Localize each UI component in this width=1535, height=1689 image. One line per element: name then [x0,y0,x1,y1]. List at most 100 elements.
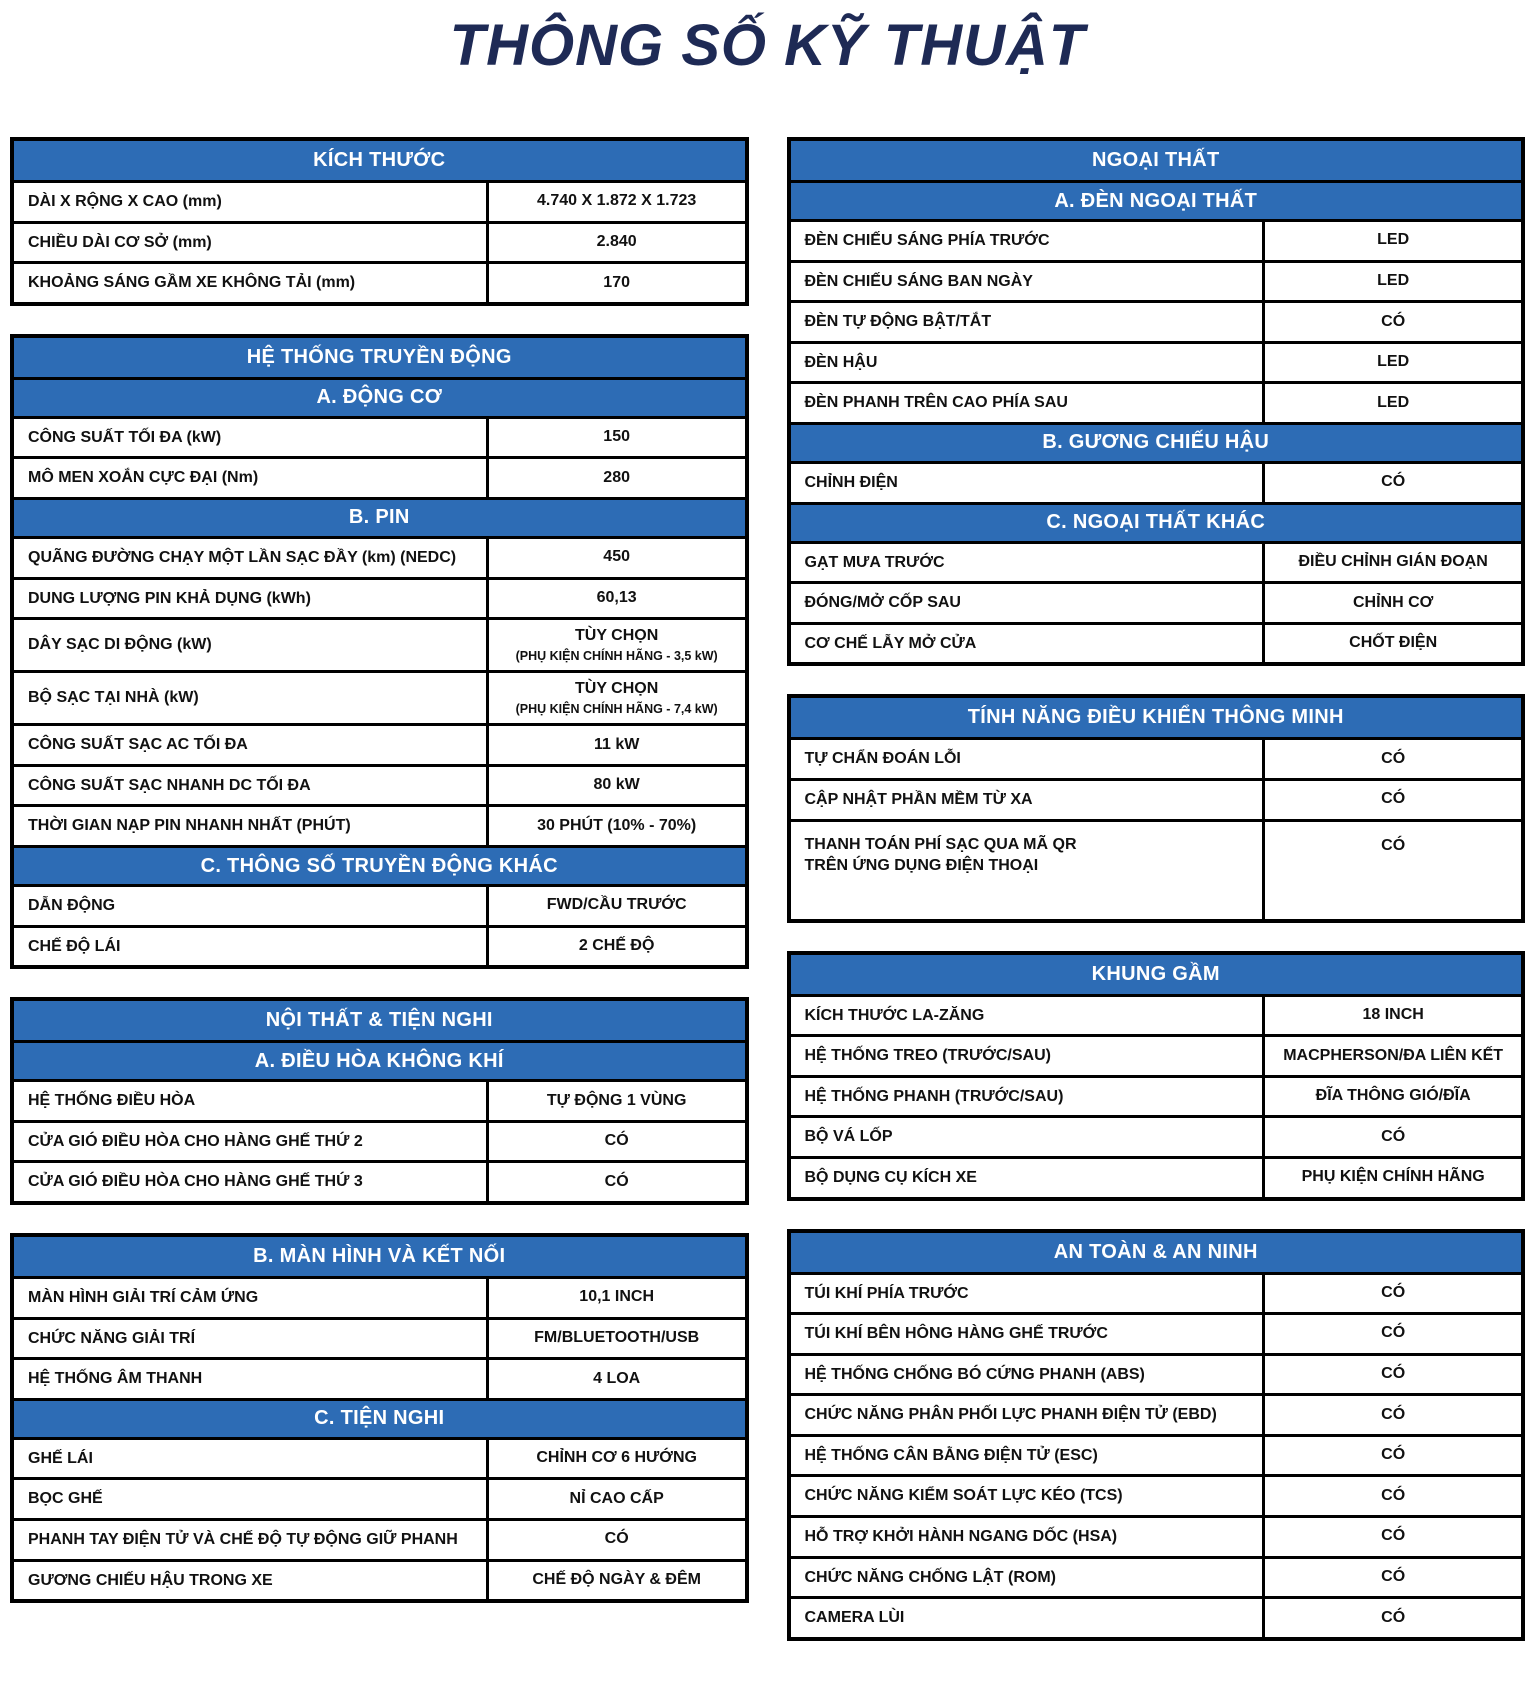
spec-value-text: 10,1 INCH [579,1288,654,1306]
spec-value-text: CÓ [1381,836,1406,854]
right-column: NGOẠI THẤT A. ĐÈN NGOẠI THẤT ĐÈN CHIẾU SÁN… [786,137,1525,1669]
spec-row: CƠ CHẾ LẪY MỞ CỬA CHỐT ĐIỆN [790,621,1521,663]
spec-value: CÓ [489,1123,745,1161]
spec-value-text: 450 [603,548,630,566]
spec-value: CÓ [1265,1477,1521,1515]
spec-label: TÚI KHÍ BÊN HÔNG HÀNG GHẾ TRƯỚC [791,1315,1266,1353]
spec-row: HỆ THỐNG ÂM THANH 4 LOA [14,1357,745,1398]
spec-value: CÓ [1265,740,1521,778]
section-header: C. THÔNG SỐ TRUYỀN ĐỘNG KHÁC [14,845,745,885]
spec-label: CẬP NHẬT PHẦN MỀM TỪ XA [791,780,1266,819]
section-header: B. GƯƠNG CHIẾU HẬU [790,421,1521,461]
spec-label: GƯƠNG CHIẾU HẬU TRONG XE [14,1561,489,1600]
spec-label: DUNG LƯỢNG PIN KHẢ DỤNG (kWh) [14,579,489,618]
spec-value-text: CÓ [1381,1568,1406,1586]
spec-value-text: ĐIỀU CHỈNH GIÁN ĐOẠN [1298,552,1488,570]
spec-row: CÔNG SUẤT TỐI ĐA (kW) 150 [14,415,745,457]
spec-value: CHỈNH CƠ 6 HƯỚNG [489,1440,745,1478]
spec-row: TỰ CHẨN ĐOÁN LỖI CÓ [790,737,1521,778]
section-header: C. TIỆN NGHI [14,1397,745,1437]
spec-label: ĐÈN HẬU [791,343,1266,382]
spec-row: ĐÈN PHANH TRÊN CAO PHÍA SAU LED [790,381,1521,422]
spec-value: TÙY CHỌN (PHỤ KIỆN CHÍNH HÃNG - 7,4 kW) [489,673,745,723]
spec-label: DÂY SẠC DI ĐỘNG (kW) [14,620,489,671]
spec-row: HỖ TRỢ KHỞI HÀNH NGANG DỐC (HSA) CÓ [790,1515,1521,1556]
spec-value: 60,13 [489,580,745,618]
spec-row: CÔNG SUẤT SẠC NHANH DC TỐI ĐA 80 kW [14,763,745,805]
spec-value: CÓ [1265,464,1521,502]
spec-row: BỘ DỤNG CỤ KÍCH XE PHỤ KIỆN CHÍNH HÃNG [790,1155,1521,1197]
spec-label: CÔNG SUẤT SẠC AC TỐI ĐA [14,726,489,764]
spec-value: CHẾ ĐỘ NGÀY & ĐÊM [489,1562,745,1600]
spec-value-text: CHẾ ĐỘ NGÀY & ĐÊM [532,1570,701,1588]
spec-label: HỆ THỐNG CÂN BẰNG ĐIỆN TỬ (ESC) [791,1436,1266,1475]
spec-label: PHANH TAY ĐIỆN TỬ VÀ CHẾ ĐỘ TỰ ĐỘNG GIỮ … [14,1520,489,1559]
section-header: A. ĐÈN NGOẠI THẤT [790,180,1521,219]
spec-value-text: CÓ [1381,1283,1406,1301]
spec-row: CHỨC NĂNG CHỐNG LẬT (ROM) CÓ [790,1555,1521,1597]
spec-value-text: LED [1377,353,1410,371]
spec-value: MACPHERSON/ĐA LIÊN KẾT [1265,1037,1521,1075]
spec-label: THỜI GIAN NẠP PIN NHANH NHẤT (PHÚT) [14,807,489,846]
spec-value: PHỤ KIỆN CHÍNH HÃNG [1265,1159,1521,1197]
spec-row: CHỨC NĂNG PHÂN PHỐI LỰC PHANH ĐIỆN TỬ (E… [790,1393,1521,1434]
spec-label: HỆ THỐNG PHANH (TRƯỚC/SAU) [791,1077,1266,1116]
columns-wrapper: KÍCH THƯỚC DÀI X RỘNG X CAO (mm) 4.740 X 1… [10,137,1525,1669]
spec-label: CAMERA LÙI [791,1599,1266,1637]
spec-value-text: 4 LOA [593,1369,641,1387]
spec-value-text: LED [1377,393,1410,411]
spec-value-text: 2 CHẾ ĐỘ [578,937,655,955]
spec-value-text: FWD/CẦU TRƯỚC [546,896,687,914]
spec-value: 4 LOA [489,1360,745,1398]
spec-label: THANH TOÁN PHÍ SẠC QUA MÃ QR TRÊN ỨNG DỤ… [791,821,1266,919]
spec-value: CÓ [1265,1275,1521,1313]
spec-value-text: LED [1377,231,1410,249]
left-column: KÍCH THƯỚC DÀI X RỘNG X CAO (mm) 4.740 X 1… [10,137,749,1631]
spec-value-text: 2.840 [596,232,637,250]
spec-row: TÚI KHÍ PHÍA TRƯỚC CÓ [790,1271,1521,1313]
spec-row: TÚI KHÍ BÊN HÔNG HÀNG GHẾ TRƯỚC CÓ [790,1312,1521,1353]
spec-label: MÀN HÌNH GIẢI TRÍ CẢM ỨNG [14,1279,489,1317]
spec-value-text: CÓ [1381,473,1406,491]
spec-value-text: CÓ [1381,1324,1406,1342]
spec-row: CHIỀU DÀI CƠ SỞ (mm) 2.840 [14,220,745,262]
section-header: HỆ THỐNG TRUYỀN ĐỘNG [14,337,745,377]
spec-label: CỬA GIÓ ĐIỀU HÒA CHO HÀNG GHẾ THỨ 2 [14,1122,489,1161]
section-header: NỘI THẤT & TIỆN NGHI [14,1001,745,1041]
spec-value-text: 280 [603,468,630,486]
spec-value: CÓ [1265,1437,1521,1475]
spec-value: LED [1265,344,1521,382]
spec-value-text: PHỤ KIỆN CHÍNH HÃNG [1301,1168,1485,1186]
spec-row: GẠT MƯA TRƯỚC ĐIỀU CHỈNH GIÁN ĐOẠN [790,540,1521,582]
spec-value: NỈ CAO CẤP [489,1480,745,1518]
spec-value-text: 60,13 [596,588,637,606]
spec-value: 18 INCH [1265,997,1521,1035]
spec-row: THANH TOÁN PHÍ SẠC QUA MÃ QR TRÊN ỨNG DỤ… [790,818,1521,919]
spec-row: CHỨC NĂNG KIỂM SOÁT LỰC KÉO (TCS) CÓ [790,1474,1521,1516]
spec-value: CHỐT ĐIỆN [1265,625,1521,663]
spec-row: DÂY SẠC DI ĐỘNG (kW) TÙY CHỌN (PHỤ KIỆN CH… [14,617,745,671]
spec-value: 450 [489,539,745,577]
spec-label: CÔNG SUẤT TỐI ĐA (kW) [14,418,489,457]
spec-value: FM/BLUETOOTH/USB [489,1320,745,1358]
spec-row: CÔNG SUẤT SẠC AC TỐI ĐA 11 kW [14,723,745,764]
spec-value-text: CÓ [604,1132,629,1150]
spec-value: CÓ [1265,1559,1521,1597]
spec-row: CỬA GIÓ ĐIỀU HÒA CHO HÀNG GHẾ THỨ 2 CÓ [14,1119,745,1161]
spec-row: MÔ MEN XOẮN CỰC ĐẠI (Nm) 280 [14,456,745,497]
spec-row: CỬA GIÓ ĐIỀU HÒA CHO HÀNG GHẾ THỨ 3 CÓ [14,1160,745,1201]
spec-value: 4.740 X 1.872 X 1.723 [489,183,745,221]
spec-value-text: CÓ [604,1172,629,1190]
spec-value: 30 PHÚT (10% - 70%) [489,807,745,845]
spec-value: LED [1265,222,1521,260]
spec-label: CHỨC NĂNG CHỐNG LẬT (ROM) [791,1558,1266,1597]
spec-label: HỆ THỐNG ĐIỀU HÒA [14,1082,489,1120]
section-header: B. MÀN HÌNH VÀ KẾT NỐI [14,1237,745,1276]
spec-label: CHỨC NĂNG GIẢI TRÍ [14,1319,489,1358]
spec-value: TỰ ĐỘNG 1 VÙNG [489,1082,745,1120]
spec-value: CÓ [1265,1356,1521,1394]
spec-row: BỘ VÁ LỐP CÓ [790,1115,1521,1156]
spec-table-an-toan-an-ninh: AN TOÀN & AN NINH TÚI KHÍ PHÍA TRƯỚC CÓ TÚI… [786,1228,1525,1641]
spec-value-text: FM/BLUETOOTH/USB [534,1328,700,1346]
